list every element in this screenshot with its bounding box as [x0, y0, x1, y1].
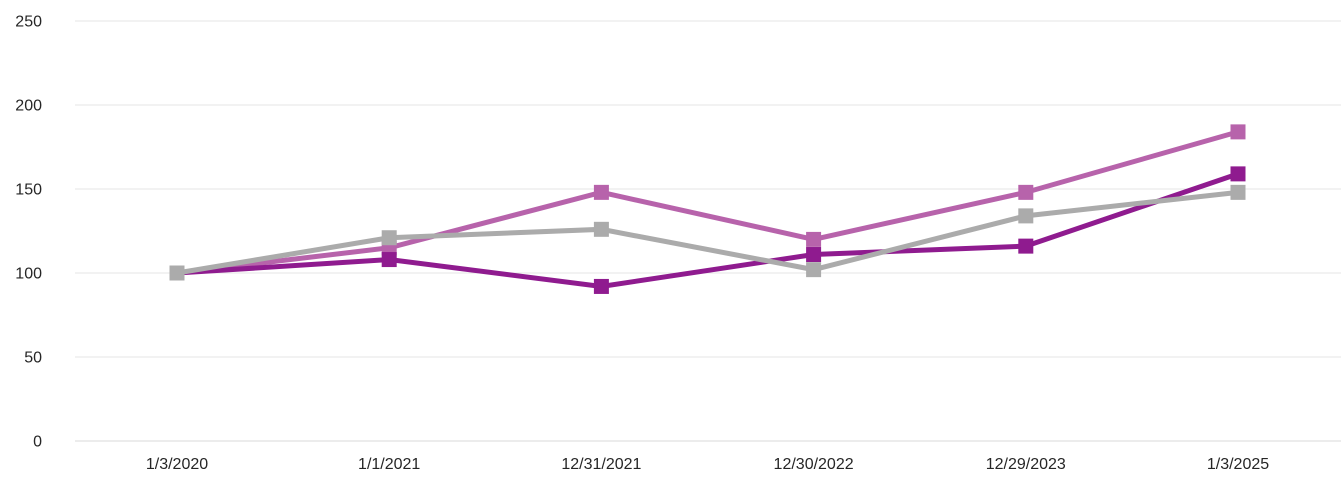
gray-series-marker — [1018, 208, 1034, 224]
gray-series-marker — [806, 262, 822, 278]
y-axis-tick-label: 100 — [15, 266, 42, 283]
dark-purple-series-marker — [806, 247, 822, 263]
y-axis-tick-label: 50 — [24, 350, 42, 367]
y-axis-tick-label: 0 — [33, 434, 42, 451]
gray-series-marker — [381, 230, 397, 246]
gray-series-marker — [169, 265, 185, 281]
x-axis-tick-label: 12/30/2022 — [774, 456, 854, 473]
gray-series-line — [176, 189, 1239, 276]
x-axis-tick-label: 12/31/2021 — [561, 456, 641, 473]
light-purple-series-marker — [593, 184, 609, 200]
dark-purple-series-marker — [1018, 238, 1034, 254]
light-purple-series-marker — [806, 231, 822, 247]
light-purple-series-marker — [1018, 184, 1034, 200]
light-purple-series-line — [176, 129, 1239, 276]
y-axis-tick-label: 150 — [15, 182, 42, 199]
light-purple-series-marker — [1230, 124, 1246, 140]
dark-purple-series-line — [176, 171, 1239, 289]
x-axis-tick-label: 1/1/2021 — [358, 456, 420, 473]
x-axis-tick-label: 1/3/2025 — [1207, 456, 1269, 473]
y-axis-tick-label: 200 — [15, 98, 42, 115]
x-axis-tick-label: 12/29/2023 — [986, 456, 1066, 473]
dark-purple-series-marker — [1230, 166, 1246, 182]
y-axis-tick-label: 250 — [15, 14, 42, 31]
gray-series-marker — [593, 221, 609, 237]
dark-purple-series-marker — [381, 252, 397, 268]
x-axis-tick-label: 1/3/2020 — [146, 456, 208, 473]
gray-series-marker — [1230, 184, 1246, 200]
dark-purple-series-marker — [593, 278, 609, 294]
